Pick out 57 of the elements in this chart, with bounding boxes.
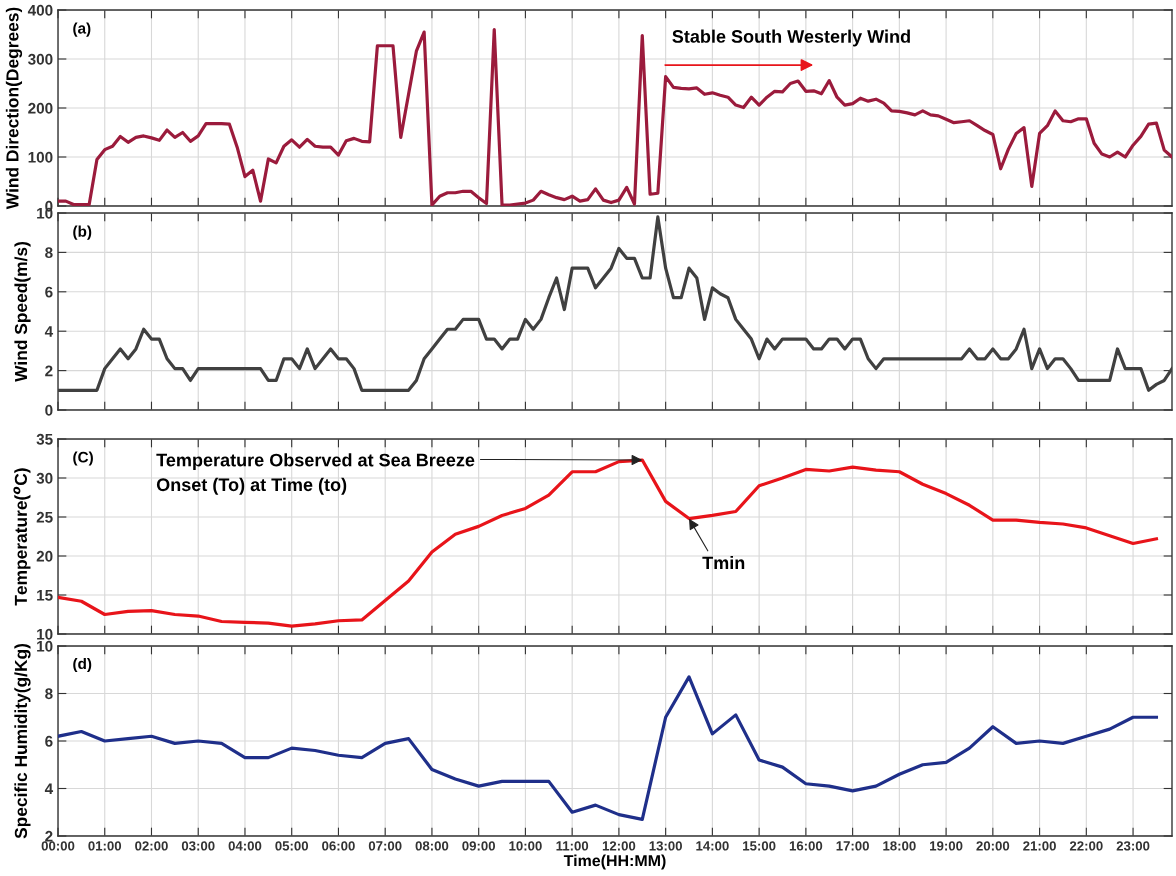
x-tick-label: 03:00 [181, 841, 215, 851]
x-axis-title: Time(HH:MM) [563, 854, 666, 870]
annotation: Temperature Observed at Sea Breeze Onset (To) at Time (to) [156, 453, 475, 495]
y-tick-label: 100 [28, 151, 53, 163]
y-tick-label: 4 [44, 783, 54, 795]
y-tick-label: 0 [45, 404, 53, 416]
line-series [58, 675, 1159, 821]
x-tick-label: 00:00 [41, 841, 75, 851]
annotation: (d) [73, 657, 92, 673]
x-tick-label: 20:00 [976, 841, 1010, 851]
x-tick-label: 09:00 [462, 841, 496, 851]
y-axis-title: Temperature($^{o}$C) [13, 468, 31, 606]
x-tick-label: 22:00 [1069, 841, 1103, 851]
y-tick-label: 6 [45, 735, 53, 747]
x-tick-label: 12:00 [602, 841, 636, 851]
x-tick-label: 07:00 [368, 841, 402, 851]
y-tick-label: 2 [45, 365, 53, 377]
y-tick-label: 35 [36, 433, 53, 445]
annotation: (a) [73, 22, 91, 37]
y-tick-label: 10 [37, 628, 53, 640]
x-tick-label: 06:00 [322, 841, 355, 851]
x-tick-label: 21:00 [1023, 841, 1056, 851]
x-tick-label: 15:00 [743, 841, 776, 851]
y-tick-label: 15 [37, 590, 53, 601]
x-tick-label: 05:00 [275, 841, 309, 851]
annotation: (C) [73, 451, 93, 466]
y-axis-title: Wind Direction(Degrees) [5, 7, 23, 210]
annotation: (b) [73, 225, 92, 240]
x-tick-label: 11:00 [556, 841, 589, 851]
x-tick-label: 23:00 [1116, 841, 1150, 851]
y-tick-label: 8 [45, 247, 53, 259]
x-tick-label: 08:00 [415, 841, 449, 851]
y-tick-label: 4 [44, 326, 54, 337]
x-tick-label: 01:00 [88, 841, 122, 851]
y-tick-label: 10 [37, 640, 53, 652]
y-tick-label: 8 [45, 688, 53, 700]
y-axis-title: Wind Speed(m/s) [14, 242, 31, 382]
annotation: Stable South Westerly Wind [672, 29, 910, 47]
x-tick-label: 17:00 [836, 841, 869, 851]
x-tick-label: 14:00 [696, 841, 729, 851]
annotation: Tmin [702, 555, 745, 570]
y-tick-label: 6 [45, 286, 53, 298]
x-tick-label: 10:00 [509, 841, 542, 851]
y-tick-label: 200 [28, 102, 53, 114]
y-tick-label: 30 [36, 472, 53, 484]
x-tick-label: 13:00 [649, 841, 682, 851]
y-tick-label: 20 [36, 550, 53, 562]
y-axis-title: Specific Humidity(g/Kg) [14, 643, 31, 839]
x-tick-label: 18:00 [883, 841, 916, 851]
x-tick-label: 19:00 [930, 841, 963, 851]
y-tick-label: 300 [28, 53, 53, 65]
y-tick-label: 400 [27, 4, 53, 16]
y-tick-label: 25 [36, 511, 53, 523]
x-tick-label: 04:00 [228, 841, 262, 851]
x-tick-label: 02:00 [135, 841, 168, 851]
x-tick-label: 16:00 [789, 841, 823, 851]
y-tick-label: 2 [45, 830, 53, 842]
